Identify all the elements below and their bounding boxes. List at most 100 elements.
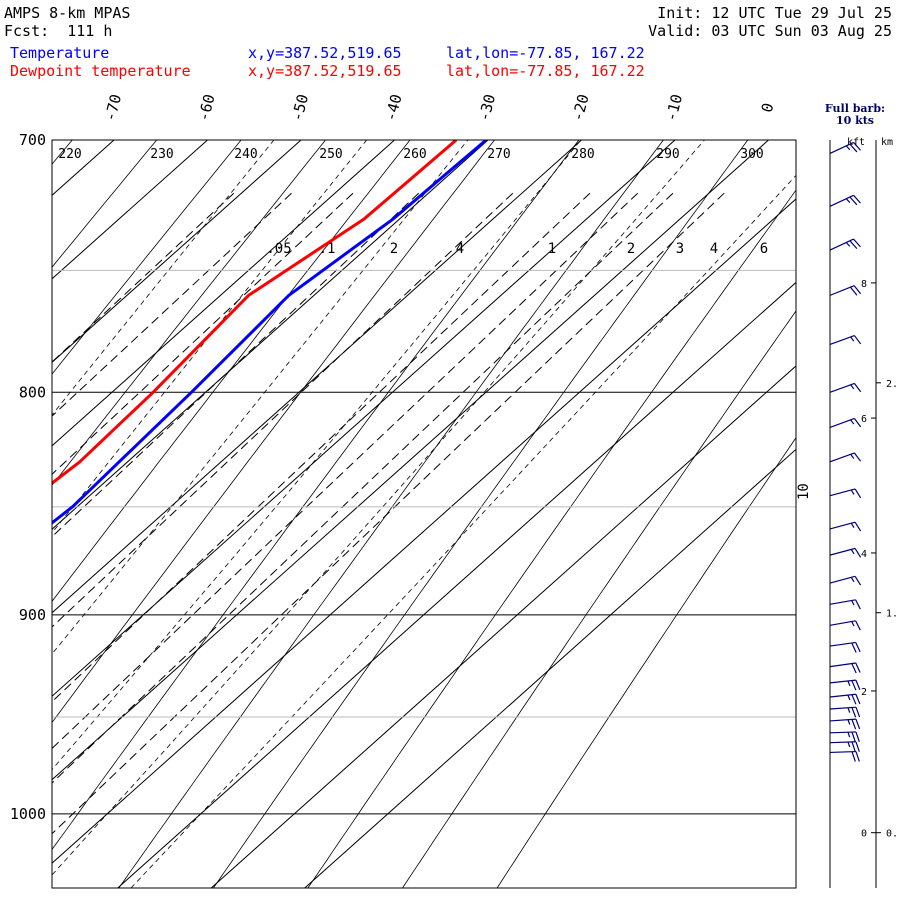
- legend-temperature-xy: x,y=387.52,519.65: [248, 44, 402, 62]
- barb-staff: [829, 335, 855, 346]
- isotherm: [52, 140, 208, 280]
- mixing-ratio-line: [52, 192, 725, 835]
- dry-adiabat: [52, 140, 242, 375]
- wind-barb: [829, 750, 860, 762]
- mixing-ratio-line: [52, 192, 420, 538]
- wind-barb: [829, 662, 861, 674]
- barb-half: [851, 600, 855, 606]
- barb-half: [850, 384, 855, 390]
- barb-full: [855, 679, 861, 691]
- barb-staff: [829, 194, 854, 207]
- barb-full: [851, 642, 857, 653]
- barb-full: [854, 576, 862, 586]
- mixing-ratio-label: 1: [548, 241, 556, 257]
- barb-full: [855, 751, 860, 762]
- legend-temperature-label: Temperature: [10, 44, 110, 62]
- barb-full: [853, 142, 861, 151]
- barb-half: [850, 522, 855, 528]
- barb-full: [849, 143, 858, 153]
- dewpoint-profile: [52, 140, 458, 486]
- dry-adiabat: [52, 140, 411, 602]
- dry-adiabat: [118, 140, 664, 888]
- dry-adiabat: [52, 140, 495, 724]
- barb-full: [849, 196, 858, 206]
- kft-tick-label: 6: [861, 414, 867, 425]
- mixing-ratio-label: 2: [390, 241, 398, 257]
- barb-full: [855, 620, 861, 631]
- barb-full: [851, 741, 856, 752]
- pressure-tick-label: 800: [19, 383, 46, 401]
- barb-half: [847, 707, 851, 713]
- barb-staff: [829, 620, 856, 626]
- moist-adiabat: [52, 140, 582, 771]
- barb-half: [850, 549, 855, 555]
- mixing-ratio-label: 6: [760, 241, 768, 257]
- dry-adiabat: [52, 140, 158, 268]
- valid-time: Valid: 03 UTC Sun 03 Aug 25: [648, 22, 892, 40]
- wind-barb: [829, 488, 862, 499]
- temperature-tick-label: -30: [475, 92, 499, 123]
- barb-staff: [829, 238, 854, 251]
- barb-half: [850, 453, 855, 459]
- dry-adiabat: [52, 140, 326, 486]
- barb-staff: [829, 718, 856, 722]
- barb-full: [854, 548, 862, 558]
- legend-dewpoint-latlon: lat,lon=-77.85, 167.22: [446, 62, 645, 80]
- dry-adiabat-label: 260: [403, 147, 426, 162]
- dry-adiabat-label: 290: [656, 147, 679, 162]
- barb-half: [845, 145, 851, 151]
- barb-full: [853, 285, 862, 295]
- mixing-ratio-line: [52, 192, 292, 417]
- barb-staff: [829, 285, 855, 296]
- barb-half: [850, 336, 855, 342]
- dry-adiabat: [307, 189, 796, 888]
- isotherm: [210, 365, 796, 888]
- wind-barb: [829, 693, 861, 705]
- barb-staff: [829, 706, 856, 710]
- barb-staff: [829, 382, 855, 393]
- barb-full: [851, 731, 856, 743]
- temperature-tick-label: 0: [758, 101, 778, 114]
- mixing-ratio-label: 2: [627, 241, 635, 257]
- temperature-profile: [52, 140, 488, 525]
- barb-half: [850, 419, 855, 425]
- pressure-tick-label: 1000: [10, 805, 46, 823]
- wind-barb: [829, 641, 861, 653]
- mixing-ratio-line: [52, 192, 514, 628]
- dry-adiabat-label: 270: [487, 147, 510, 162]
- wind-barb: [829, 452, 862, 463]
- isotherm: [304, 448, 796, 888]
- dry-adiabat: [213, 140, 749, 888]
- barb-staff: [829, 521, 856, 530]
- moist-adiabat: [52, 140, 275, 416]
- mixing-ratio-label: 4: [710, 241, 718, 257]
- init-time: Init: 12 UTC Tue 29 Jul 25: [657, 4, 892, 22]
- barb-full: [853, 238, 861, 248]
- isotherm: [52, 140, 769, 781]
- dry-adiabat-label: 250: [319, 147, 342, 162]
- barb-staff: [829, 679, 856, 684]
- isotherm: [52, 198, 796, 864]
- wind-barb: [829, 679, 861, 691]
- isotherm: [52, 140, 302, 363]
- barb-half: [851, 621, 855, 627]
- barb-full: [853, 335, 862, 345]
- wind-barb: [829, 731, 860, 743]
- wind-barb: [829, 238, 861, 251]
- dry-adiabat: [52, 140, 580, 851]
- barb-full: [855, 599, 861, 610]
- wind-barb: [829, 718, 861, 730]
- mixing-ratio-line: [52, 192, 354, 475]
- barb-staff: [829, 693, 856, 698]
- barb-staff: [829, 141, 854, 154]
- barb-staff: [829, 575, 856, 584]
- mixing-ratio-label: 4: [456, 241, 464, 257]
- wind-barb: [829, 599, 861, 610]
- kft-tick-label: 4: [861, 549, 867, 560]
- wind-barb: [829, 741, 860, 752]
- model-title: AMPS 8-km MPAS: [4, 4, 131, 22]
- barb-full: [851, 719, 857, 730]
- moist-adiabat: [52, 140, 705, 876]
- wind-barb: [829, 382, 862, 393]
